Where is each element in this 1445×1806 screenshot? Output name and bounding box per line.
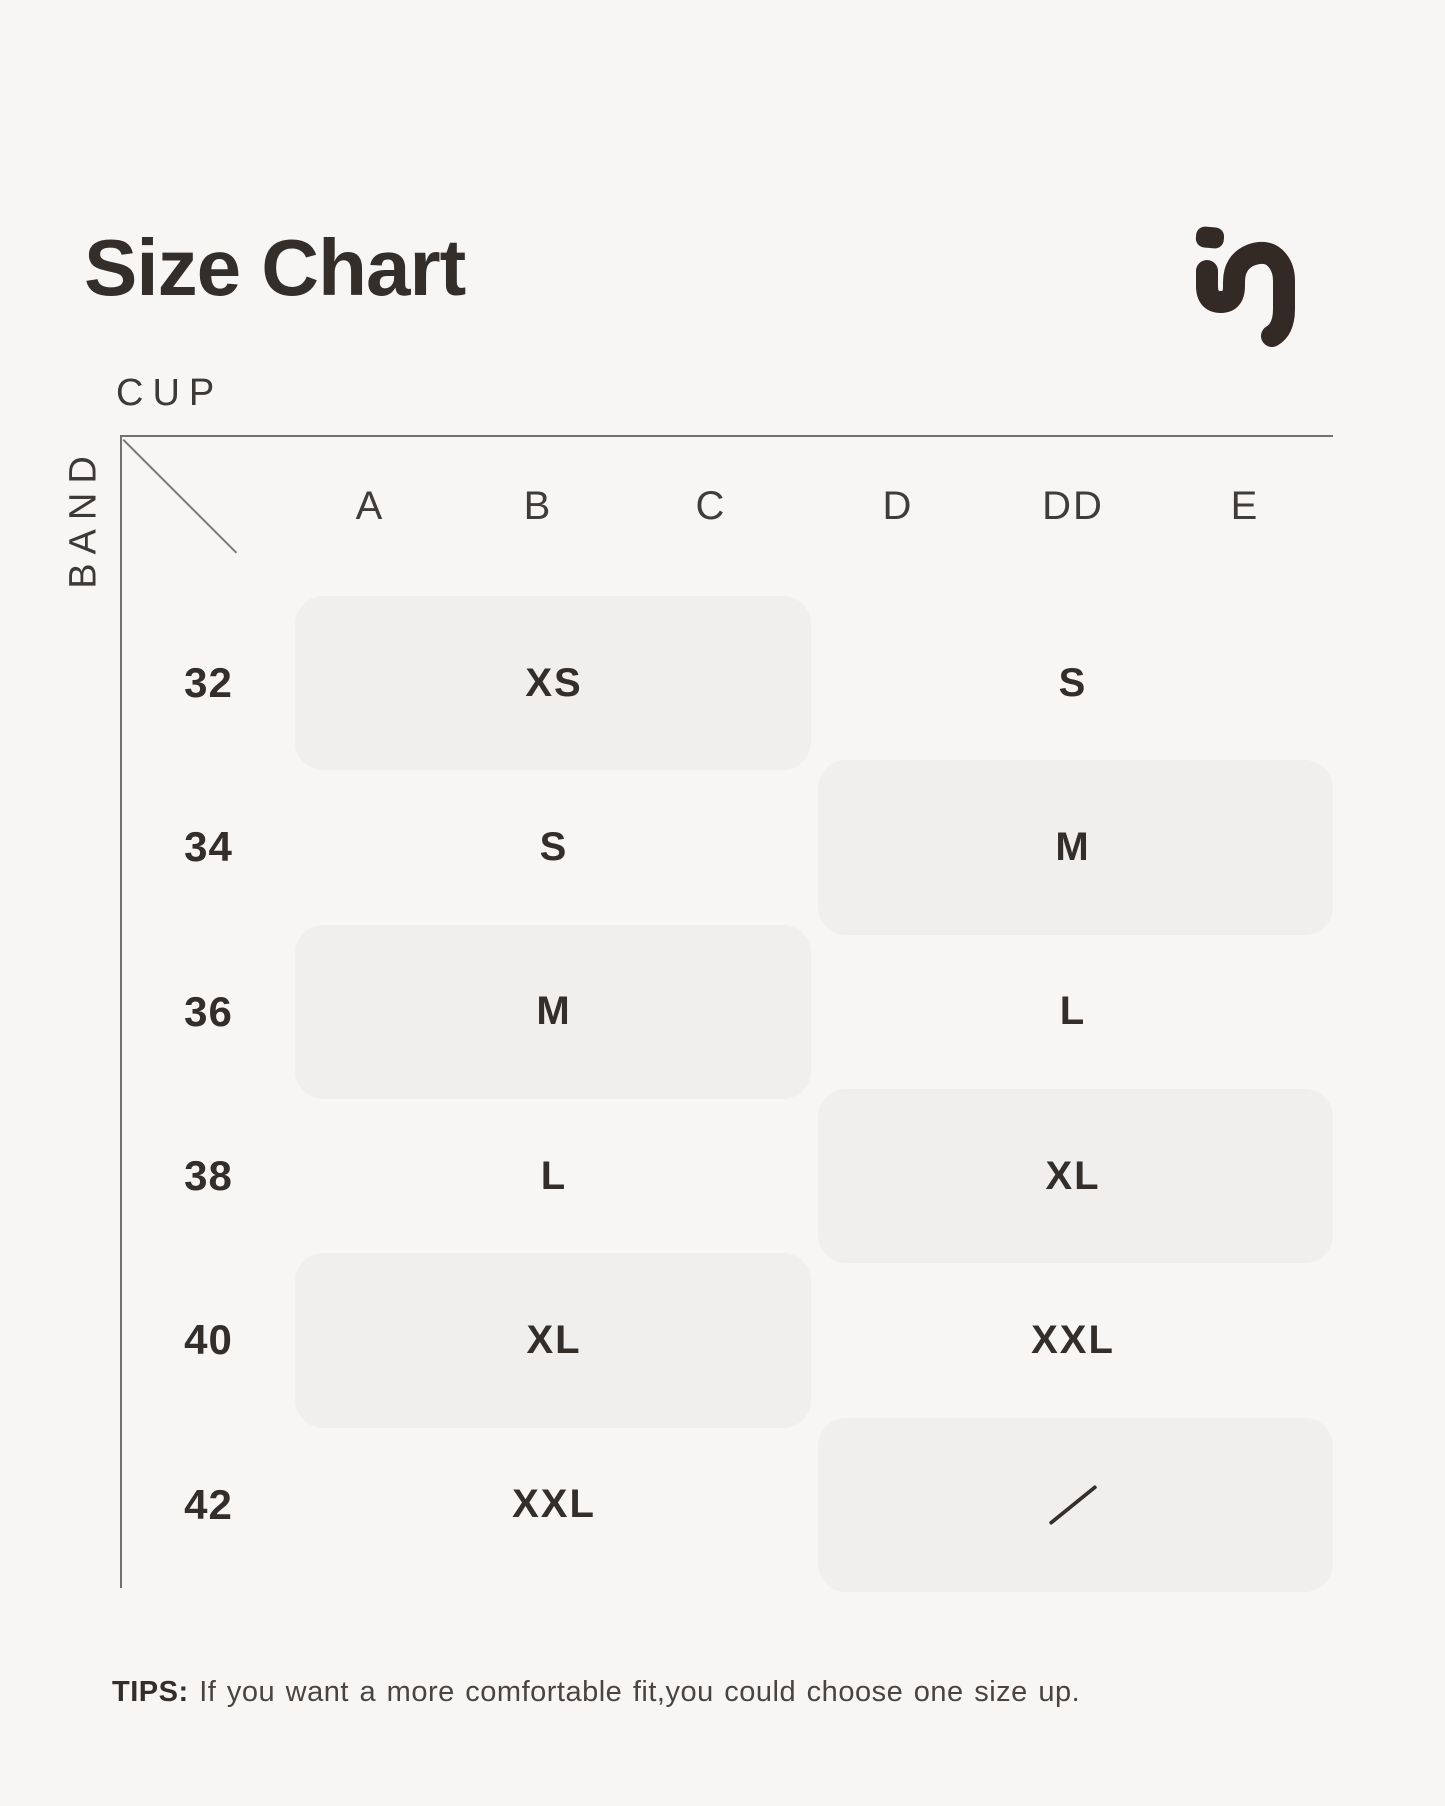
table-left-border-line	[120, 435, 122, 1588]
table-row-band-38: 38 L XL	[122, 1088, 1333, 1264]
size-cell-34-ac: S	[539, 824, 569, 869]
column-header-d: D	[882, 484, 914, 528]
tips-note: TIPS: If you want a more comfortable fit…	[112, 1676, 1080, 1709]
size-cell-38-ac: L	[540, 1153, 568, 1198]
size-cell-34-de: M	[813, 760, 1333, 935]
column-header-e: E	[1230, 484, 1260, 528]
column-header-b: B	[523, 484, 553, 528]
band-row-label: 32	[184, 659, 233, 707]
column-header-c: C	[695, 484, 727, 528]
table-row-band-34: 34 S M	[122, 760, 1333, 935]
band-row-label: 40	[184, 1316, 233, 1364]
table-row-band-32: 32 XS S	[122, 595, 1333, 771]
size-cell-36-de: L	[1059, 989, 1087, 1034]
band-row-label: 42	[184, 1480, 233, 1528]
table-row-band-40: 40 XL XXL	[122, 1253, 1333, 1428]
not-available-slash-mark	[1048, 1484, 1098, 1526]
axis-corner-diagonal-line	[122, 439, 238, 554]
brand-logo-icon	[1195, 226, 1295, 347]
table-top-border-line	[121, 435, 1333, 437]
band-row-label: 36	[184, 987, 233, 1035]
table-row-band-36: 36 M L	[122, 924, 1333, 1100]
size-cell-42-ac: XXL	[512, 1482, 596, 1527]
band-row-label: 38	[184, 1152, 233, 1200]
size-cell-42-de	[813, 1417, 1333, 1593]
page-title: Size Chart	[84, 223, 466, 312]
tips-label: TIPS:	[112, 1676, 189, 1708]
size-cell-32-ac: XS	[295, 595, 813, 771]
size-cell-40-ac: XL	[295, 1253, 813, 1428]
band-axis-label: BAND	[62, 447, 105, 589]
band-row-label: 34	[184, 823, 233, 871]
size-table: 32 XS S 34 S M 36 M L 38 L XL 40 XL XXL …	[122, 595, 1333, 1593]
size-cell-32-de: S	[1058, 660, 1088, 705]
column-header-dd: DD	[1042, 484, 1104, 528]
cup-axis-label: CUP	[116, 372, 224, 414]
column-header-a: A	[355, 484, 385, 528]
tips-text: If you want a more comfortable fit,you c…	[199, 1676, 1081, 1708]
size-cell-40-de: XXL	[1031, 1317, 1115, 1362]
size-cell-36-ac: M	[295, 924, 813, 1100]
size-cell-38-de: XL	[813, 1088, 1333, 1264]
table-row-band-42: 42 XXL	[122, 1417, 1333, 1593]
